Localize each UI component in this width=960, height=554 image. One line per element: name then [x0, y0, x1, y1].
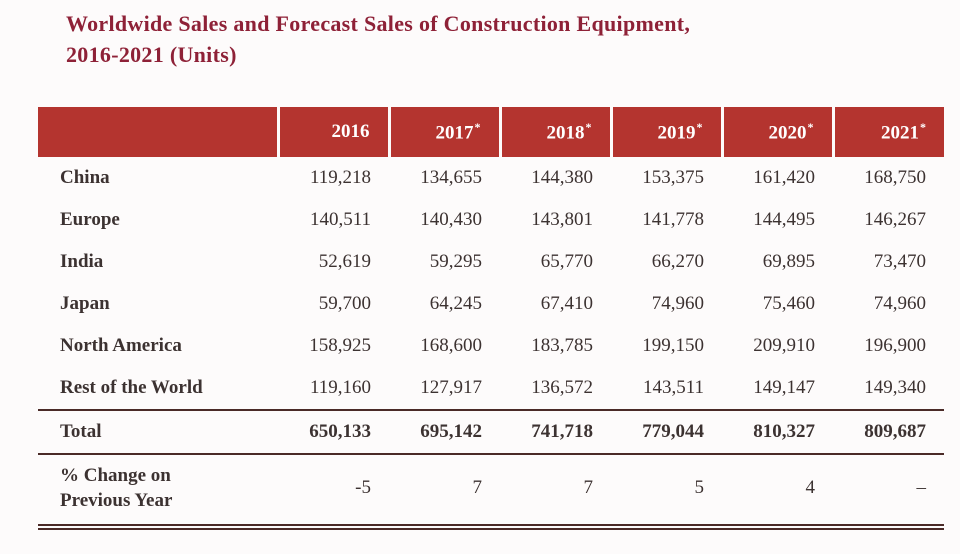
table-row-rest-of-the-world-label: Rest of the World [60, 377, 203, 398]
table-row-total-value: 809,687 [833, 409, 944, 455]
table-row-china: China 119,218 134,655 144,380 153,375 161,420… [38, 157, 944, 199]
table-row-europe-value: 140,511 [309, 209, 371, 230]
table-row-north-america-value: 199,150 [642, 335, 704, 356]
table-row-north-america: North America 158,925 168,600 183,785 199,15… [38, 325, 944, 367]
table-row-india-label: India [60, 251, 104, 272]
table-row-europe-value: 143,801 [531, 209, 593, 230]
table-row-percent-change-label: % Change on Previous Year [38, 454, 278, 530]
table-row-north-america-value: 168,600 [420, 335, 482, 356]
table-row-percent-change-value: 7 [500, 454, 611, 530]
table-row-india-value: 73,470 [873, 251, 926, 272]
table-row-india-value: 66,270 [651, 251, 704, 272]
table-row-japan-value: 67,410 [540, 293, 593, 314]
table-row-china-value: 144,380 [531, 167, 593, 188]
page-title: Worldwide Sales and Forecast Sales of Co… [66, 8, 690, 70]
table-row-europe: Europe 140,511 140,430 143,801 141,778 144,49… [38, 199, 944, 241]
table-row-india-value: 59,295 [429, 251, 482, 272]
table-row-percent-change-value: 7 [389, 454, 500, 530]
table-row-total-value: 741,718 [500, 409, 611, 455]
forecast-asterisk-icon: * [474, 119, 481, 134]
table-row-china-value: 161,420 [753, 167, 815, 188]
forecast-asterisk-icon: * [807, 119, 814, 134]
table-row-europe-label: Europe [60, 209, 120, 230]
table-row-north-america-label: North America [60, 335, 182, 356]
table-row-japan-value: 75,460 [762, 293, 815, 314]
page-title-line-1: Worldwide Sales and Forecast Sales of Co… [66, 11, 691, 36]
table-row-japan-label: Japan [60, 293, 110, 314]
table-body: China 119,218 134,655 144,380 153,375 161,420… [38, 157, 944, 530]
table-row-total-value: 650,133 [278, 409, 389, 455]
table-row-total-value: 779,044 [611, 409, 722, 455]
table-row-total-value: 810,327 [722, 409, 833, 455]
table-row-rest-of-the-world-value: 127,917 [420, 377, 482, 398]
table-row-rest-of-the-world-value: 143,511 [642, 377, 704, 398]
table-row-north-america-value: 158,925 [309, 335, 371, 356]
table-row-china-label: China [60, 167, 110, 188]
table-row-china-value: 168,750 [864, 167, 926, 188]
table-row-europe-value: 141,778 [642, 209, 704, 230]
table-row-china-value: 119,218 [309, 167, 371, 188]
table-row-north-america-value: 209,910 [753, 335, 815, 356]
table-header: 2016 2017* 2018* 2019* 2020* 2021* [38, 107, 944, 157]
table-header-row: 2016 2017* 2018* 2019* 2020* 2021* [38, 107, 944, 157]
table-row-europe-value: 146,267 [864, 209, 926, 230]
table-row-europe-value: 140,430 [420, 209, 482, 230]
table-row-india: India 52,619 59,295 65,770 66,270 69,895 73,47… [38, 241, 944, 283]
table-row-rest-of-the-world-value: 119,160 [309, 377, 371, 398]
header-cell-year-2016: 2016 [278, 107, 391, 157]
forecast-asterisk-icon: * [920, 119, 926, 134]
table-row-japan-value: 74,960 [873, 293, 926, 314]
table-row-percent-change-value: – [833, 454, 944, 530]
table-row-total-label: Total [38, 409, 278, 455]
table-row-north-america-value: 183,785 [531, 335, 593, 356]
forecast-asterisk-icon: * [696, 119, 703, 134]
table-row-total-value: 695,142 [389, 409, 500, 455]
header-cell-year-2018: 2018* [500, 107, 613, 157]
table-row-rest-of-the-world-value: 136,572 [531, 377, 593, 398]
page-title-line-2: 2016-2021 (Units) [66, 42, 237, 67]
table-row-india-value: 69,895 [762, 251, 815, 272]
header-cell-year-2019: 2019* [611, 107, 724, 157]
forecast-asterisk-icon: * [585, 119, 592, 134]
header-cell-year-2017: 2017* [389, 107, 502, 157]
table-row-rest-of-the-world-value: 149,340 [864, 377, 926, 398]
table-row-north-america-value: 196,900 [864, 335, 926, 356]
table-row-japan-value: 59,700 [318, 293, 371, 314]
table-row-japan-value: 74,960 [651, 293, 704, 314]
header-cell-year-2020: 2020* [722, 107, 835, 157]
table-row-percent-change: % Change on Previous Year -5 7 7 5 4– [38, 454, 944, 530]
table-row-percent-change-value: -5 [278, 454, 389, 530]
table-row-rest-of-the-world-value: 149,147 [753, 377, 815, 398]
table-row-rest-of-the-world: Rest of the World 119,160 127,917 136,572 14… [38, 367, 944, 410]
sales-forecast-table: 2016 2017* 2018* 2019* 2020* 2021* China 119,2… [38, 107, 944, 530]
header-cell-region [38, 107, 280, 157]
table-row-total: Total 650,133 695,142 741,718 779,044 810,327… [38, 409, 944, 455]
header-cell-year-2021: 2021* [833, 107, 944, 157]
table-row-japan: Japan 59,700 64,245 67,410 74,960 75,460 74,96… [38, 283, 944, 325]
table-row-china-value: 134,655 [420, 167, 482, 188]
table-row-percent-change-value: 5 [611, 454, 722, 530]
table-row-china-value: 153,375 [642, 167, 704, 188]
table-row-europe-value: 144,495 [753, 209, 815, 230]
table-row-india-value: 52,619 [318, 251, 371, 272]
table-row-percent-change-value: 4 [722, 454, 833, 530]
table-row-japan-value: 64,245 [429, 293, 482, 314]
table-row-india-value: 65,770 [540, 251, 593, 272]
